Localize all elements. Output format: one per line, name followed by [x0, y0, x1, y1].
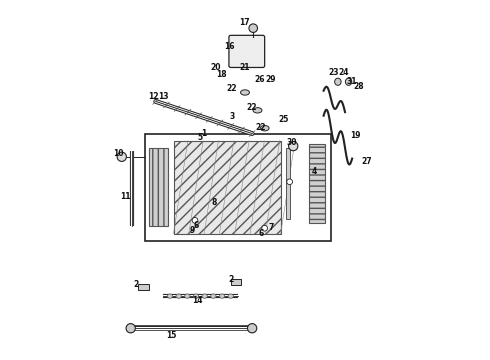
Text: 31: 31	[347, 77, 357, 86]
Bar	[286, 148, 291, 219]
Text: 7: 7	[268, 222, 273, 231]
Ellipse shape	[228, 294, 233, 298]
Bar	[148, 148, 168, 226]
Text: 3: 3	[229, 112, 234, 121]
Text: 15: 15	[167, 331, 177, 340]
Ellipse shape	[176, 294, 181, 298]
Text: 6: 6	[259, 229, 264, 238]
Ellipse shape	[241, 90, 249, 95]
Ellipse shape	[194, 294, 198, 298]
Text: 1: 1	[201, 129, 207, 138]
FancyBboxPatch shape	[229, 35, 265, 67]
Bar	[145, 134, 331, 241]
Ellipse shape	[220, 294, 225, 298]
Circle shape	[247, 324, 257, 333]
Ellipse shape	[211, 294, 216, 298]
Text: 10: 10	[113, 149, 123, 158]
Circle shape	[117, 152, 126, 161]
Ellipse shape	[202, 294, 207, 298]
Text: 18: 18	[217, 70, 227, 79]
Circle shape	[289, 141, 298, 151]
Text: 26: 26	[255, 76, 265, 85]
Bar	[231, 279, 242, 285]
Circle shape	[262, 225, 268, 231]
Text: 25: 25	[278, 115, 289, 124]
Ellipse shape	[335, 78, 341, 85]
Text: 6: 6	[194, 221, 198, 230]
Text: 5: 5	[198, 133, 203, 142]
Text: 19: 19	[350, 131, 360, 140]
Text: 22: 22	[226, 84, 237, 93]
Text: 22: 22	[246, 103, 257, 112]
Ellipse shape	[260, 126, 269, 131]
Text: 23: 23	[328, 68, 339, 77]
Text: 11: 11	[120, 192, 130, 201]
Text: 8: 8	[212, 198, 218, 207]
Bar	[173, 141, 281, 234]
Circle shape	[126, 324, 135, 333]
Text: 16: 16	[223, 41, 234, 50]
Text: 14: 14	[193, 296, 203, 305]
Text: 30: 30	[286, 138, 296, 147]
Bar	[138, 284, 148, 290]
Text: 22: 22	[256, 123, 267, 132]
Text: 29: 29	[266, 76, 276, 85]
Ellipse shape	[167, 294, 172, 298]
Text: 12: 12	[148, 91, 158, 100]
Ellipse shape	[253, 108, 262, 113]
Text: 2: 2	[133, 280, 139, 289]
Text: 20: 20	[211, 63, 221, 72]
Text: 17: 17	[239, 18, 249, 27]
Text: 27: 27	[361, 157, 372, 166]
Text: 28: 28	[353, 82, 364, 91]
Ellipse shape	[345, 78, 352, 85]
Circle shape	[249, 24, 258, 32]
Circle shape	[287, 179, 293, 185]
Text: 13: 13	[158, 91, 169, 100]
Text: 4: 4	[312, 167, 318, 176]
Ellipse shape	[185, 294, 190, 298]
Bar	[309, 144, 325, 223]
Text: 9: 9	[190, 225, 195, 234]
Circle shape	[192, 217, 198, 223]
Text: 24: 24	[338, 68, 348, 77]
Text: 2: 2	[229, 275, 234, 284]
Text: 21: 21	[239, 63, 249, 72]
